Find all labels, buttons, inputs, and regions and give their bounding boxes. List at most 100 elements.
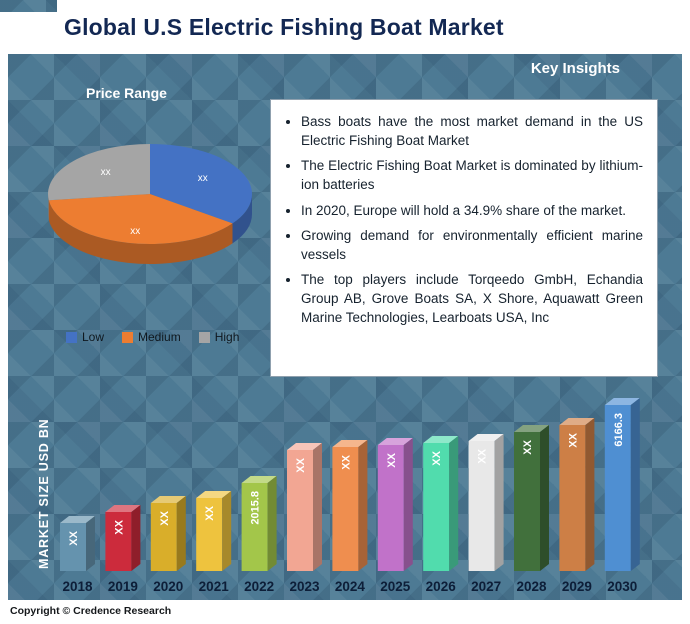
bar-side-2021 xyxy=(222,491,232,571)
bar-side-2022 xyxy=(267,476,277,571)
bar-chart: XX 2018 XX 2019 XX 2020 XX 2021 2015.8 2022 XX 2023… xyxy=(54,391,656,599)
bar-front-2023 xyxy=(287,450,313,571)
bar-front-2021 xyxy=(196,498,223,571)
bar-top-2028 xyxy=(514,425,549,432)
bar-value-label-2020: XX xyxy=(159,510,171,525)
bar-value-label-2024: XX xyxy=(340,454,352,469)
x-axis-label-2029: 2029 xyxy=(562,579,592,594)
key-insight-bullet: The top players include Torqeedo GmbH, E… xyxy=(301,270,643,327)
bar-top-2025 xyxy=(377,438,413,445)
bar-side-2028 xyxy=(540,425,549,571)
x-axis-label-2018: 2018 xyxy=(62,579,93,594)
bar-value-label-2028: XX xyxy=(522,439,534,454)
x-axis-label-2020: 2020 xyxy=(153,579,183,594)
bar-side-2019 xyxy=(131,505,141,571)
x-axis-label-2023: 2023 xyxy=(289,579,320,594)
bar-value-label-2025: XX xyxy=(386,452,398,467)
bar-top-2021 xyxy=(196,491,232,498)
pie-slice-medium xyxy=(48,194,233,245)
pie-slice-label-medium: xx xyxy=(130,226,140,237)
bar-chart-svg: XX 2018 XX 2019 XX 2020 XX 2021 2015.8 2022 XX 2023… xyxy=(60,398,640,594)
legend-swatch-medium xyxy=(122,331,134,343)
bar-top-2023 xyxy=(287,443,322,450)
pie-slice-high xyxy=(47,144,150,201)
bar-side-2020 xyxy=(176,496,186,571)
x-axis-label-2028: 2028 xyxy=(516,579,547,594)
bar-top-2019 xyxy=(105,505,141,512)
bar-front-2026 xyxy=(423,443,450,571)
pie-slice-side-high xyxy=(47,194,49,221)
key-insight-bullet: Growing demand for environmentally effic… xyxy=(301,226,643,264)
copyright-text: Copyright © Credence Research xyxy=(10,605,172,617)
key-insights-list: Bass boats have the most market demand i… xyxy=(283,112,643,328)
page-title: Global U.S Electric Fishing Boat Market xyxy=(64,14,504,40)
x-axis-label-2025: 2025 xyxy=(380,579,411,594)
key-insights-box: Bass boats have the most market demand i… xyxy=(270,99,658,377)
bar-top-2024 xyxy=(332,440,368,447)
pie-slice-low xyxy=(150,144,252,224)
pie-legend: Low Medium High xyxy=(66,330,266,344)
bar-side-2029 xyxy=(585,418,595,571)
bar-front-2030 xyxy=(604,405,631,571)
bar-side-2018 xyxy=(86,516,95,571)
pie-slice-side-medium xyxy=(48,200,233,265)
bar-front-2024 xyxy=(332,447,359,571)
bar-front-2020 xyxy=(150,503,177,571)
bar-side-2026 xyxy=(449,436,459,571)
bar-side-2027 xyxy=(494,434,504,571)
bar-value-label-2026: XX xyxy=(431,450,443,465)
x-axis-label-2021: 2021 xyxy=(199,579,230,594)
bar-value-label-2023: XX xyxy=(295,457,307,472)
legend-label-medium: Medium xyxy=(138,330,181,344)
legend-label-high: High xyxy=(214,330,240,344)
bar-side-2030 xyxy=(630,398,640,571)
bar-front-2028 xyxy=(514,432,540,571)
bar-top-2026 xyxy=(423,436,459,443)
bar-value-label-2018: XX xyxy=(68,530,80,545)
bar-top-2027 xyxy=(468,434,504,441)
bar-top-2022 xyxy=(241,476,277,483)
bar-top-2029 xyxy=(559,418,595,425)
bar-front-2027 xyxy=(468,441,495,571)
legend-swatch-high xyxy=(198,331,210,343)
bar-front-2029 xyxy=(559,425,586,571)
pie-slice-side-low xyxy=(232,194,252,244)
bar-side-2023 xyxy=(313,443,322,571)
bar-value-label-2022: 2015.8 xyxy=(250,491,262,525)
key-insight-bullet: In 2020, Europe will hold a 34.9% share … xyxy=(301,201,643,220)
bar-front-2025 xyxy=(377,445,404,571)
bar-top-2018 xyxy=(60,516,95,523)
corner-decoration xyxy=(0,0,57,12)
bar-value-label-2027: XX xyxy=(477,448,489,463)
pie-chart-title: Price Range xyxy=(86,85,167,101)
x-axis-label-2019: 2019 xyxy=(108,579,138,594)
bar-value-label-2021: XX xyxy=(204,505,216,520)
bar-chart-y-axis-label: MARKET SIZE USD BN xyxy=(37,418,51,570)
x-axis-label-2026: 2026 xyxy=(426,579,457,594)
bar-value-label-2029: XX xyxy=(567,432,579,447)
pie-chart-svg: xx xx xx xyxy=(47,144,252,265)
bar-value-label-2019: XX xyxy=(113,519,125,534)
key-insights-heading: Key Insights xyxy=(530,60,620,77)
pie-slice-label-low: xx xyxy=(198,173,208,184)
key-insight-bullet: The Electric Fishing Boat Market is domi… xyxy=(301,156,643,194)
bar-value-label-2030: 6166.3 xyxy=(613,413,625,447)
legend-item-low: Low xyxy=(66,330,104,344)
legend-item-high: High xyxy=(198,330,240,344)
legend-label-low: Low xyxy=(82,330,105,344)
bar-side-2025 xyxy=(403,438,413,571)
bar-top-2020 xyxy=(150,496,186,503)
bar-front-2022 xyxy=(241,483,268,571)
main-panel: Key Insights Price Range xx xx xx Low Mediu… xyxy=(8,54,682,600)
x-axis-label-2030: 2030 xyxy=(607,579,637,594)
x-axis-label-2027: 2027 xyxy=(471,579,501,594)
x-axis-label-2024: 2024 xyxy=(335,579,366,594)
legend-swatch-low xyxy=(66,331,77,343)
pie-chart: xx xx xx xyxy=(20,106,280,311)
legend-item-medium: Medium xyxy=(122,330,181,344)
pie-slice-label-high: xx xyxy=(101,167,111,178)
bar-top-2030 xyxy=(604,398,640,405)
bar-front-2019 xyxy=(105,512,132,571)
key-insight-bullet: Bass boats have the most market demand i… xyxy=(301,112,643,150)
